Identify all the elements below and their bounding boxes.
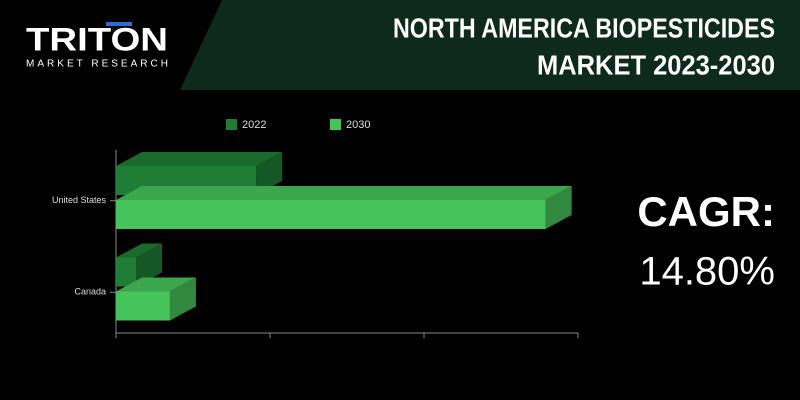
logo-tagline: MARKET RESEARCH (26, 59, 168, 70)
legend-swatch (226, 119, 237, 130)
logo-name: TRITON (26, 21, 168, 57)
logo-accent (106, 22, 132, 26)
y-tick-label: United States (52, 195, 107, 205)
title-panel (180, 0, 800, 90)
legend-swatch (330, 119, 341, 130)
bar-side (545, 186, 572, 229)
bar-top (116, 186, 572, 200)
legend-label: 2022 (242, 119, 266, 131)
cagr-value: 14.80% (639, 250, 775, 294)
bar (116, 200, 546, 229)
bar (116, 291, 170, 321)
bar-top (116, 152, 283, 166)
bar-side (136, 243, 163, 287)
bar (116, 257, 137, 287)
bar-top (116, 243, 163, 258)
bar-side (169, 277, 196, 321)
bar-side (256, 152, 283, 195)
y-tick-label: Canada (74, 287, 106, 297)
chart-title: MARKET 2023-2030 (537, 49, 775, 80)
chart-title: NORTH AMERICA BIOPESTICIDES (393, 12, 775, 43)
legend-label: 2030 (346, 119, 370, 131)
bar-top (116, 277, 196, 292)
cagr-label: CAGR: (637, 188, 775, 235)
